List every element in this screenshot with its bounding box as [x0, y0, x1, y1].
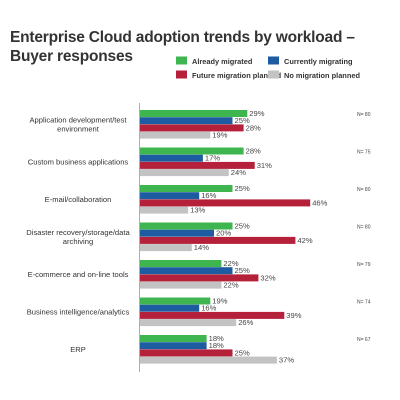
value-label-0-1: 25%: [235, 116, 250, 125]
value-label-4-0: 22%: [223, 259, 238, 268]
value-label-3-2: 42%: [297, 236, 312, 245]
legend-swatch-3: [268, 70, 279, 79]
value-label-0-2: 28%: [246, 123, 261, 132]
bar-5-0: [140, 297, 211, 305]
bar-1-0: [140, 147, 244, 155]
category-label-6: ERP: [70, 345, 86, 354]
value-label-1-3: 24%: [231, 168, 246, 177]
bar-4-3: [140, 281, 222, 289]
bar-0-1: [140, 117, 233, 125]
bar-6-3: [140, 356, 277, 364]
legend-label-2: Future migration planned: [192, 71, 282, 80]
value-label-5-1: 16%: [201, 304, 216, 313]
sample-size-4: N= 79: [357, 262, 371, 268]
bar-2-1: [140, 192, 200, 200]
value-label-0-3: 19%: [212, 131, 227, 140]
legend-swatch-0: [176, 56, 187, 65]
legend: Already migrated Currently migratingFutur…: [176, 56, 360, 80]
value-label-2-2: 46%: [312, 198, 327, 207]
value-label-6-2: 25%: [235, 348, 250, 357]
plot-area: Application development/test environment N…: [26, 109, 370, 365]
bar-4-1: [140, 267, 233, 275]
value-label-0-0: 29%: [249, 109, 264, 118]
bar-3-3: [140, 244, 192, 252]
bar-1-1: [140, 154, 203, 162]
value-label-4-2: 32%: [260, 273, 275, 282]
bar-4-2: [140, 274, 259, 282]
bar-1-2: [140, 161, 255, 169]
value-label-5-3: 26%: [238, 318, 253, 327]
bar-2-0: [140, 185, 233, 192]
bar-2-3: [140, 206, 189, 214]
value-label-5-0: 19%: [212, 297, 227, 306]
legend-label-1: Currently migrating: [284, 57, 353, 66]
legend-label-0: Already migrated: [192, 57, 253, 66]
value-label-6-1: 18%: [209, 341, 224, 350]
bar-0-2: [140, 124, 244, 132]
category-label-2: E-mail/collaboration: [45, 195, 112, 204]
sample-size-2: N= 80: [357, 187, 371, 193]
value-label-3-0: 25%: [235, 222, 250, 231]
bar-5-1: [140, 304, 200, 312]
bar-3-2: [140, 236, 296, 244]
sample-size-3: N= 80: [357, 225, 371, 231]
value-label-1-0: 28%: [246, 147, 261, 156]
value-label-4-3: 22%: [223, 281, 238, 290]
sample-size-5: N= 74: [357, 300, 371, 306]
bar-2-2: [140, 199, 311, 207]
value-label-6-3: 37%: [279, 356, 294, 365]
legend-label-3: No migration planned: [284, 71, 360, 80]
value-label-2-0: 25%: [235, 184, 250, 193]
bar-5-3: [140, 319, 237, 327]
bar-1-3: [140, 169, 229, 177]
chart-title: Enterprise Cloud adoption trends by work…: [10, 29, 355, 65]
value-label-5-2: 39%: [286, 311, 301, 320]
bar-5-2: [140, 311, 285, 319]
bar-4-0: [140, 260, 222, 267]
category-label-0: Application development/test environment: [29, 115, 127, 133]
sample-size-0: N= 80: [357, 112, 371, 118]
bar-3-0: [140, 222, 233, 230]
value-label-1-2: 31%: [257, 161, 272, 170]
value-label-4-1: 25%: [235, 266, 250, 275]
category-label-3: Disaster recovery/storage/data archiving: [26, 228, 130, 246]
bar-3-1: [140, 229, 214, 237]
value-label-2-3: 13%: [190, 206, 205, 215]
value-label-2-1: 16%: [201, 191, 216, 200]
category-label-5: Business intelligence/analytics: [27, 308, 130, 317]
value-label-3-3: 14%: [194, 243, 209, 252]
bar-6-0: [140, 335, 207, 342]
category-label-4: E-commerce and on-line tools: [28, 270, 129, 279]
legend-swatch-1: [268, 56, 279, 65]
value-label-6-0: 18%: [209, 334, 224, 343]
bar-0-0: [140, 110, 248, 117]
legend-swatch-2: [176, 70, 187, 79]
category-label-1: Custom business applications: [28, 158, 129, 167]
value-label-1-1: 17%: [205, 154, 220, 163]
bar-0-3: [140, 131, 211, 139]
sample-size-6: N= 67: [357, 337, 371, 343]
bar-6-2: [140, 349, 233, 357]
bar-6-1: [140, 342, 207, 350]
sample-size-1: N= 75: [357, 150, 371, 156]
value-label-3-1: 20%: [216, 229, 231, 238]
